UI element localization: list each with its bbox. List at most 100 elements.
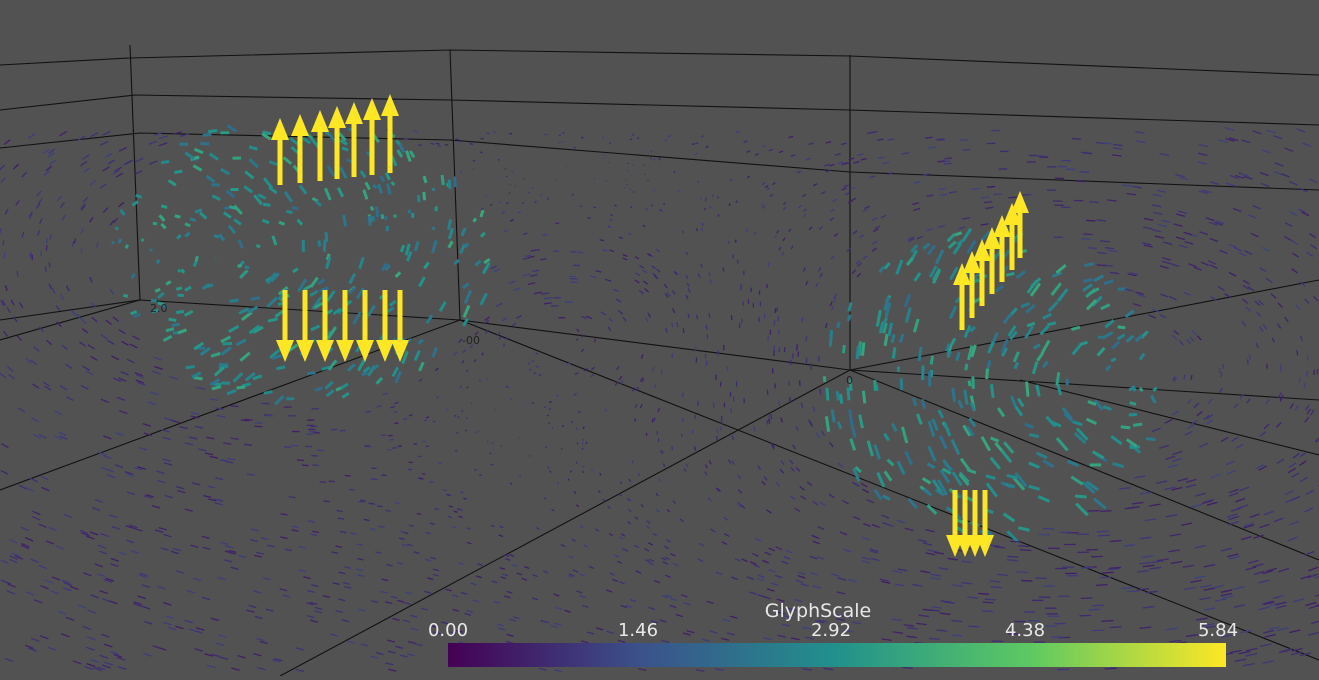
vector-glyph [643,270,647,273]
vector-glyph [491,204,493,206]
vector-glyph [1168,465,1178,468]
vector-glyph [11,300,14,305]
vector-glyph [203,134,212,135]
vector-glyph [643,225,645,227]
vector-glyph [680,519,684,522]
vector-glyph [202,536,210,538]
vector-glyph [459,509,463,510]
vector-glyph [1218,140,1227,142]
vector-glyph [1289,463,1296,467]
vector-glyph [570,471,571,473]
vector-glyph [580,526,583,528]
vector-glyph [1113,144,1122,145]
vector-glyph [1242,299,1247,303]
vector-glyph [83,626,91,629]
vector-glyph [1166,515,1177,517]
vector-glyph [81,248,82,253]
vector-glyph [762,481,766,485]
vector-glyph [988,360,990,369]
vector-glyph [639,265,643,268]
vector-glyph [9,540,17,543]
vector-glyph [1033,362,1037,374]
vector-glyph [549,409,551,410]
vector-glyph [1149,315,1156,318]
vector-glyph [210,154,219,160]
vector-glyph [1309,234,1316,238]
vector-glyph [1210,238,1218,241]
vector-glyph [1260,644,1271,646]
vector-glyph [1105,320,1113,327]
vector-glyph [998,408,1004,416]
vector-glyph [502,212,504,213]
vector-glyph [1014,352,1018,362]
vector-glyph [923,543,932,545]
vector-glyph [806,281,808,285]
vector-glyph [769,570,776,573]
vector-glyph [906,451,912,464]
vector-glyph [31,360,37,365]
vector-glyph [643,165,644,166]
axis-label: -00 [462,334,480,347]
vector-glyph [1266,399,1269,404]
vector-glyph [415,644,422,646]
vector-glyph [392,619,399,621]
vector-glyph [415,351,419,361]
vector-glyph [16,200,20,205]
vector-glyph [90,532,98,535]
vector-glyph [861,159,867,161]
vector-glyph [749,592,756,594]
vector-glyph [31,418,38,422]
vector-glyph [857,273,861,277]
vector-glyph [43,382,50,386]
vector-glyph [605,279,611,281]
vector-glyph [358,575,365,577]
vector-glyph [599,491,601,493]
vector-glyph [284,447,291,448]
vector-glyph [1260,268,1267,272]
vector-glyph [1221,372,1222,377]
vector-glyph [366,182,370,189]
vector-glyph [5,209,8,214]
vector-glyph [981,224,989,225]
vector-glyph [193,578,201,580]
vector-glyph [1299,461,1306,466]
vector-glyph [1200,443,1208,447]
vector-glyph [1260,327,1263,332]
vector-glyph [1265,635,1276,638]
vector-glyph [117,657,126,660]
vector-glyph [863,391,864,403]
vector-glyph [298,220,303,225]
vector-glyph [1097,253,1106,254]
vector-glyph [767,420,768,425]
vector-glyph [121,372,129,375]
vector-glyph [971,188,979,189]
vector-glyph [66,397,73,401]
vector-glyph [1297,350,1298,355]
vector-glyph [567,363,571,364]
vector-glyph [331,552,338,553]
grid-line [0,300,1319,400]
vector-glyph [360,500,366,501]
vector-glyph [273,236,276,245]
vector-glyph [561,545,565,547]
vector-glyph [830,218,834,221]
vector-glyph [1181,523,1192,525]
vector-glyph [19,485,27,489]
vector-glyph [4,140,10,145]
vector-glyph [438,146,442,147]
vector-glyph [176,311,184,312]
vector-glyph [687,283,689,287]
vector-glyph [1008,197,1017,198]
vector-glyph [206,176,214,182]
vector-glyph [617,366,619,370]
vector-glyph [755,154,759,156]
vector-glyph [388,308,394,312]
vector-glyph [386,173,389,180]
vector-glyph [857,346,858,359]
vector-glyph [917,414,921,425]
vector-glyph [1037,353,1043,361]
vector-glyph [1081,152,1090,153]
vector-glyph [1135,132,1144,134]
